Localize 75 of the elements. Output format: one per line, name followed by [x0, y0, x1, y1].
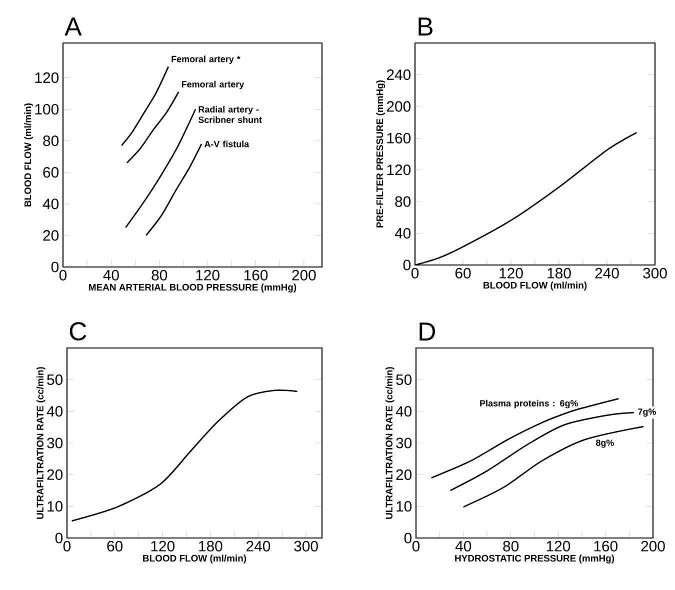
y-tick-label: 50	[47, 374, 63, 385]
x-tick-label: 60	[455, 268, 471, 278]
y-tick-label: 120	[35, 72, 59, 83]
y-tick-label: 160	[387, 132, 411, 144]
y-tick-label: 0	[403, 260, 411, 270]
x-tick-label: 0	[412, 540, 420, 552]
y-tick-label: 80	[395, 196, 411, 207]
series-label: Femoral artery *	[172, 56, 240, 64]
y-tick-label: 60	[43, 167, 59, 178]
y-tick-label: 30	[396, 438, 412, 448]
line-series	[462, 426, 644, 508]
y-tick-label: 50	[396, 374, 412, 385]
x-tick-label: 180	[199, 540, 222, 552]
y-tick-label: 10	[48, 501, 63, 512]
x-axis-title: HYDROSTATIC PRESSURE (mmHg)	[455, 554, 614, 564]
y-tick-label: 20	[43, 230, 59, 241]
y-tick-label: 200	[386, 101, 411, 112]
series-label: A-V fistula	[204, 140, 250, 148]
y-tick-label: 40	[46, 406, 63, 417]
y-axis-title: PRE-FILTER PRESSURE (mmHg)	[376, 80, 386, 228]
x-tick-label: 200	[641, 540, 665, 552]
line-series	[145, 143, 202, 236]
x-tick-label: 60	[107, 540, 123, 552]
x-tick-label: 40	[103, 270, 119, 280]
x-axis-title: BLOOD FLOW (ml/min)	[143, 554, 246, 564]
chart-title: B	[418, 18, 432, 36]
y-tick-label: 100	[35, 104, 59, 115]
x-tick-label: 300	[294, 540, 318, 552]
series-label: Plasma proteins : 6g%	[480, 400, 578, 408]
y-axis-title: ULTRAFILTRATION RATE (cc/min)	[386, 367, 394, 519]
y-tick-label: 40	[42, 198, 59, 210]
chart-title: D	[420, 322, 436, 340]
line-series	[430, 398, 620, 479]
line-series	[450, 412, 635, 492]
chart-title: A	[64, 18, 82, 36]
y-tick-label: 30	[47, 438, 63, 448]
chart-title: C	[70, 322, 86, 340]
y-tick-label: 120	[387, 164, 411, 176]
x-tick-label: 0	[63, 540, 71, 552]
y-tick-label: 0	[55, 532, 63, 544]
x-tick-label: 160	[594, 540, 618, 552]
x-tick-label: 0	[411, 268, 419, 278]
x-tick-label: 80	[503, 540, 519, 552]
x-tick-label: 180	[548, 268, 571, 278]
y-tick-label: 40	[394, 228, 411, 239]
y-tick-label: 40	[396, 406, 412, 417]
y-axis-title: ULTRAFILTRATION RATE (cc/min)	[36, 367, 46, 519]
x-tick-label: 120	[196, 270, 220, 280]
series-label: Femoral artery	[182, 80, 244, 90]
x-tick-label: 300	[643, 268, 667, 278]
x-tick-label: 120	[546, 540, 570, 552]
x-tick-label: 40	[455, 540, 472, 552]
y-axis-title: BLOOD FLOW (ml/min)	[24, 103, 34, 206]
x-axis-title: MEAN ARTERIAL BLOOD PRESSURE (mmHg)	[89, 284, 296, 292]
y-tick-label: 240	[386, 69, 411, 80]
series-label: Radial artery - Scribner shunt	[198, 106, 262, 123]
y-tick-label: 80	[43, 136, 59, 146]
series-label: 8g%	[596, 440, 614, 448]
y-tick-label: 0	[404, 532, 412, 544]
x-tick-label: 240	[246, 540, 270, 552]
line-series	[124, 108, 196, 228]
x-tick-label: 120	[151, 540, 174, 552]
line-series	[71, 390, 298, 522]
x-tick-label: 120	[500, 268, 523, 278]
x-axis-title: BLOOD FLOW (ml/min)	[484, 282, 587, 290]
x-tick-label: 200	[292, 270, 316, 280]
y-tick-label: 20	[396, 469, 412, 480]
x-tick-label: 80	[152, 270, 168, 280]
series-label: 7g%	[638, 408, 656, 417]
y-tick-label: 20	[47, 469, 63, 480]
x-tick-label: 240	[595, 268, 619, 278]
y-tick-label: 10	[396, 501, 412, 512]
line-series	[120, 66, 170, 146]
line-series	[126, 91, 180, 164]
x-tick-label: 160	[244, 270, 268, 280]
